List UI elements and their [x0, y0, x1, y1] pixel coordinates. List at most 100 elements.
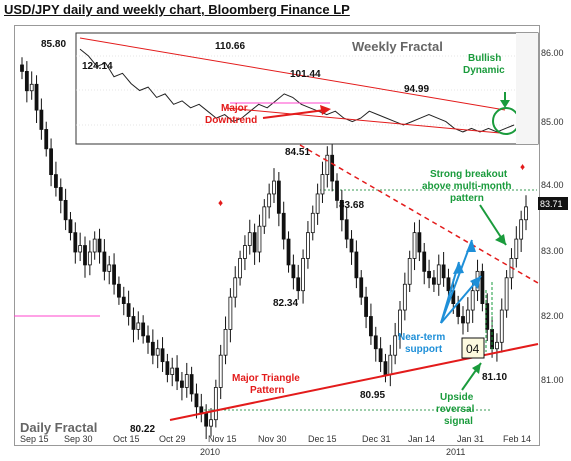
- candle-body: [281, 212, 286, 240]
- candle-body: [68, 219, 73, 234]
- candle-body: [29, 83, 34, 92]
- label-82-34: 82.34: [273, 298, 298, 309]
- major-triangle-1: Major Triangle: [232, 373, 300, 384]
- weekly-downtrend-upper: [79, 37, 506, 111]
- candle-body: [461, 316, 465, 324]
- candle-body: [83, 245, 87, 266]
- candle-body: [34, 83, 39, 111]
- candle-body: [213, 387, 218, 421]
- x-year-2011: 2011: [446, 447, 465, 457]
- candle-body: [339, 199, 344, 221]
- x-tick-feb14: Feb 14: [503, 434, 531, 444]
- label-110-66: 110.66: [215, 41, 245, 52]
- candle-body: [402, 283, 407, 311]
- candle-body: [49, 148, 53, 176]
- candle-body: [146, 335, 150, 343]
- major-downtrend-2: Downtrend: [205, 115, 257, 126]
- candle-body: [378, 348, 383, 363]
- weekly-grid: [76, 55, 516, 126]
- candle-body: [150, 341, 155, 356]
- daily-fractal-label: Daily Fractal: [20, 420, 97, 435]
- candle-body: [359, 277, 364, 298]
- reversal-arrow: [461, 362, 482, 391]
- label-80-95: 80.95: [360, 390, 385, 401]
- candle-body: [24, 71, 29, 92]
- label-101-44: 101.44: [290, 69, 321, 80]
- candle-body: [102, 251, 107, 272]
- candle-body: [87, 251, 92, 266]
- date-box: [461, 337, 485, 359]
- candle-body: [470, 290, 475, 311]
- candle-body: [407, 258, 412, 285]
- candle-body: [276, 180, 281, 214]
- candle-body: [165, 361, 170, 375]
- candle-body: [160, 348, 165, 363]
- candle-body: [524, 206, 528, 221]
- candle-body: [20, 64, 24, 72]
- breakout-arrow: [479, 204, 507, 246]
- upside-1: Upside: [440, 392, 474, 403]
- weekly-inset-frame: [75, 32, 539, 145]
- candle-body: [480, 270, 485, 305]
- weekly-downtrend-lower: [225, 107, 501, 134]
- y-tick-82: 82.00: [541, 311, 564, 321]
- label-83-68: 83.68: [339, 200, 364, 211]
- strong-breakout-2: above multi-month: [422, 181, 511, 192]
- x-tick-oct29: Oct 29: [159, 434, 186, 444]
- candle-body: [112, 264, 116, 285]
- candle-body: [383, 361, 388, 375]
- candle-body: [223, 328, 228, 356]
- weekly-price-line: [79, 48, 515, 133]
- candle-body: [228, 296, 233, 330]
- candle-body: [296, 277, 301, 292]
- candle-body: [136, 322, 141, 330]
- candle-body: [117, 283, 121, 298]
- candle-body: [310, 212, 315, 234]
- candle-body: [514, 238, 519, 259]
- candle-body: [446, 277, 451, 292]
- candle-body: [131, 316, 136, 330]
- candle-body: [465, 309, 470, 324]
- strong-breakout-1: Strong breakout: [430, 169, 508, 180]
- candle-body: [194, 393, 199, 408]
- candle-body: [349, 238, 354, 253]
- candle-body: [155, 348, 160, 356]
- red-down-marker-1: ♦: [218, 198, 223, 209]
- candle-body: [262, 206, 267, 227]
- x-tick-jan14: Jan 14: [408, 434, 435, 444]
- candle-body: [199, 406, 204, 414]
- weekly-y-85: 85.00: [541, 117, 564, 127]
- candle-body: [209, 419, 213, 427]
- candle-body: [54, 174, 58, 188]
- date-box-label: 04: [466, 342, 480, 356]
- x-tick-jan31: Jan 31: [457, 434, 484, 444]
- candle-body: [499, 309, 504, 343]
- candle-body: [121, 296, 126, 304]
- candle-body: [63, 199, 68, 221]
- candle-body: [141, 322, 146, 337]
- candle-body: [441, 264, 446, 279]
- daily-candles: [20, 57, 528, 440]
- candle-body: [238, 258, 242, 279]
- candle-body: [432, 277, 436, 285]
- candle-body: [519, 219, 524, 240]
- label-80-22: 80.22: [130, 424, 155, 435]
- candle-body: [92, 238, 97, 253]
- upside-2: reversal: [436, 404, 475, 415]
- candle-body: [388, 354, 393, 375]
- candle-body: [369, 316, 373, 337]
- last-price-badge-bg: [538, 197, 568, 210]
- triangle-resistance-line: [299, 144, 539, 284]
- candle-body: [436, 264, 441, 285]
- candle-body: [504, 277, 509, 311]
- major-downtrend-1: Major: [221, 103, 248, 114]
- candle-body: [330, 154, 335, 182]
- candle-body: [364, 296, 368, 317]
- candle-body: [252, 232, 257, 253]
- candle-body: [267, 193, 272, 208]
- bullish-2: Dynamic: [463, 65, 505, 76]
- candle-body: [373, 335, 378, 350]
- candle-body: [180, 380, 184, 388]
- candle-body: [354, 251, 359, 279]
- candle-body: [218, 354, 223, 388]
